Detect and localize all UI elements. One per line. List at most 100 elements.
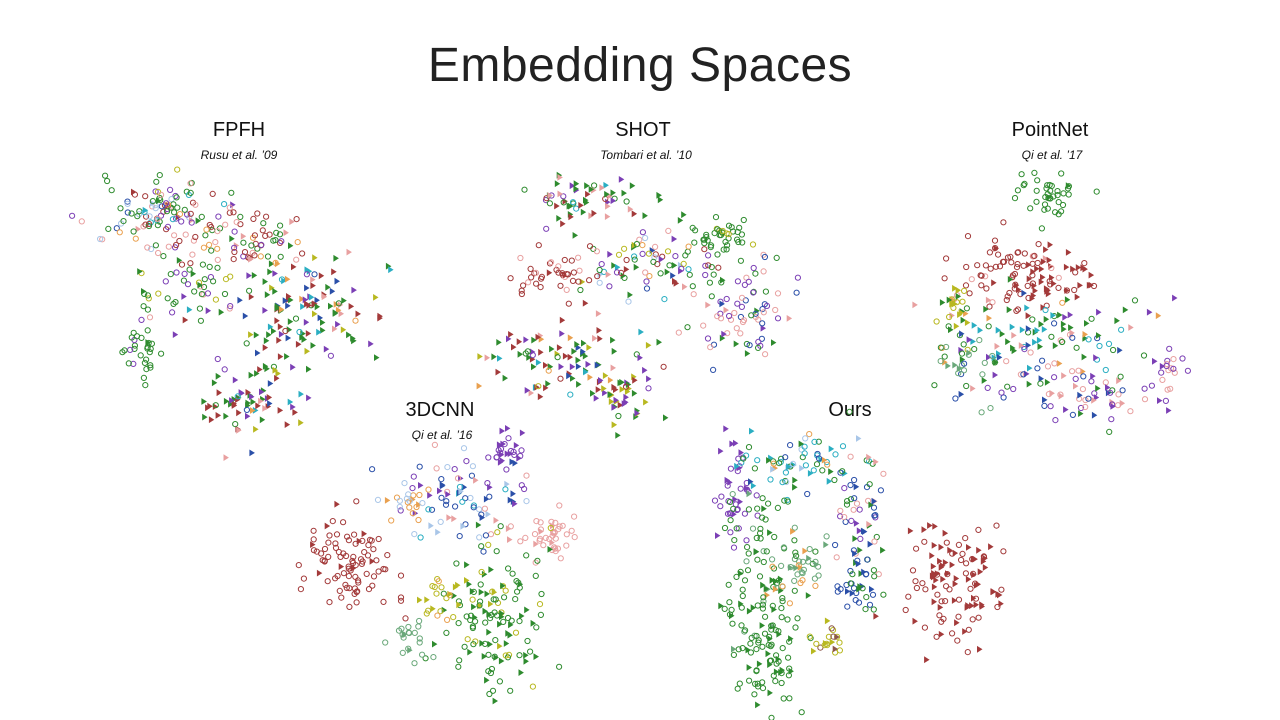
slide-title: Embedding Spaces (427, 39, 853, 92)
point-triangle (1080, 368, 1086, 375)
point-triangle (1046, 256, 1053, 264)
point-circle (1024, 282, 1031, 289)
point-circle (144, 344, 151, 351)
point-circle (520, 282, 527, 289)
point-triangle (190, 270, 197, 278)
point-circle (382, 566, 389, 573)
point-circle (657, 270, 664, 277)
point-circle (936, 612, 943, 619)
point-triangle (348, 303, 355, 310)
point-circle (187, 210, 194, 217)
point-circle (353, 599, 360, 606)
point-circle (967, 585, 974, 592)
point-circle (725, 235, 732, 242)
point-triangle (290, 363, 296, 371)
point-circle (226, 204, 233, 211)
point-triangle (853, 520, 860, 527)
point-circle (1004, 383, 1011, 390)
point-circle (1052, 417, 1059, 424)
point-circle (212, 296, 219, 303)
point-triangle (531, 336, 537, 344)
point-circle (1021, 250, 1028, 257)
point-circle (806, 633, 813, 640)
point-circle (963, 305, 971, 312)
point-circle (443, 629, 450, 637)
point-triangle (1064, 296, 1071, 304)
point-triangle (1128, 324, 1134, 331)
point-triangle (556, 344, 563, 351)
point-circle (552, 545, 559, 552)
point-triangle (333, 254, 339, 262)
point-triangle (969, 602, 975, 610)
point-circle (707, 344, 714, 351)
point-circle (1163, 362, 1170, 370)
point-circle (507, 275, 514, 282)
point-triangle (995, 326, 1002, 334)
point-circle (770, 565, 778, 572)
point-circle (769, 556, 776, 563)
point-triangle (627, 205, 634, 213)
point-circle (524, 637, 531, 645)
point-circle (1115, 391, 1122, 398)
point-circle (345, 573, 352, 580)
point-triangle (245, 389, 251, 396)
point-triangle (931, 598, 937, 606)
point-circle (117, 205, 124, 212)
point-circle (191, 288, 198, 295)
point-triangle (1025, 341, 1032, 349)
point-triangle (499, 610, 505, 617)
point-circle (553, 266, 560, 273)
point-circle (768, 641, 775, 648)
point-triangle (335, 320, 341, 328)
point-circle (966, 290, 973, 297)
point-triangle (230, 201, 236, 209)
point-triangle (334, 500, 340, 508)
point-triangle (507, 536, 513, 543)
point-circle (402, 615, 409, 622)
point-triangle (417, 596, 423, 604)
point-triangle (610, 189, 616, 197)
point-triangle (1063, 406, 1069, 413)
point-triangle (554, 202, 560, 210)
point-triangle (537, 393, 544, 401)
point-triangle (594, 361, 601, 369)
panel-citation-pointnet: Qi et al. ’17 (1021, 148, 1083, 162)
point-circle (469, 623, 476, 630)
point-circle (400, 634, 407, 641)
point-circle (983, 285, 990, 292)
point-triangle (476, 382, 483, 390)
point-triangle (611, 347, 618, 355)
point-triangle (610, 197, 616, 205)
point-circle (344, 533, 351, 540)
point-circle (537, 284, 544, 291)
point-circle (233, 219, 240, 226)
point-circle (396, 503, 403, 510)
point-circle (793, 552, 800, 560)
point-circle (922, 586, 929, 593)
point-circle (754, 556, 761, 563)
point-circle (1080, 373, 1087, 380)
point-circle (1164, 386, 1171, 393)
point-triangle (986, 314, 992, 322)
point-triangle (933, 576, 939, 584)
point-triangle (1038, 320, 1044, 328)
point-circle (743, 558, 750, 565)
point-circle (1162, 397, 1170, 404)
point-triangle (682, 283, 688, 291)
point-circle (980, 554, 988, 561)
point-circle (178, 261, 186, 268)
point-circle (769, 602, 776, 610)
point-triangle (236, 426, 242, 434)
point-circle (691, 239, 698, 246)
point-circle (721, 605, 728, 613)
point-circle (353, 588, 360, 596)
point-circle (352, 562, 359, 569)
point-circle (333, 531, 341, 538)
point-circle (481, 640, 489, 648)
point-circle (251, 232, 258, 239)
point-circle (704, 335, 712, 342)
point-circle (470, 641, 477, 648)
point-circle (782, 469, 790, 476)
point-circle (752, 270, 759, 277)
point-circle (382, 639, 389, 646)
